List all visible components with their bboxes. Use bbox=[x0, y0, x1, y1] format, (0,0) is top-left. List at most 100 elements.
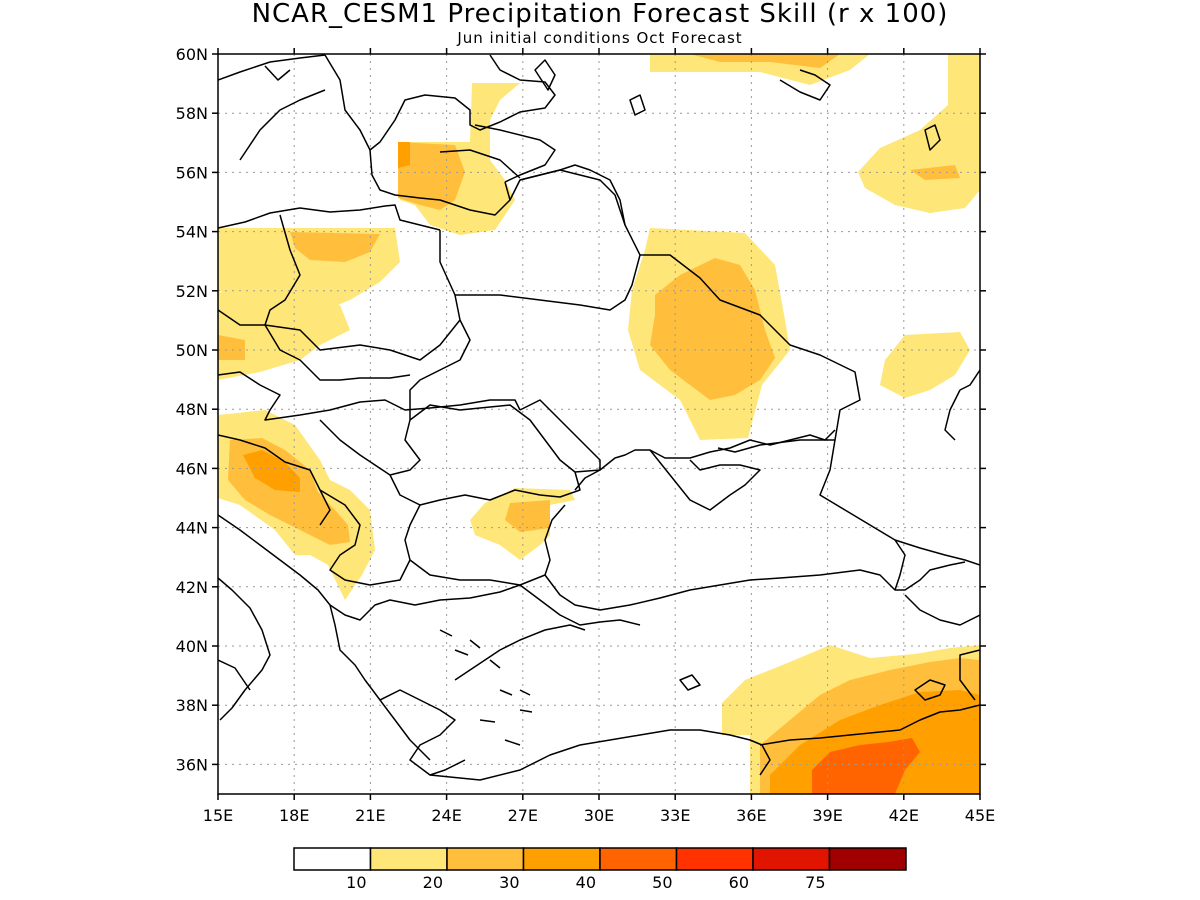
border-bulgaria bbox=[404, 504, 566, 586]
lon-tick-label: 39E bbox=[812, 806, 842, 825]
border-moldova bbox=[519, 399, 601, 473]
colorbar-swatch bbox=[599, 847, 678, 871]
coastline-adriatic bbox=[218, 514, 431, 761]
coastline-baltic-sweden bbox=[324, 54, 556, 151]
border-serbia-bosnia bbox=[319, 489, 411, 586]
lon-tick-label: 33E bbox=[660, 806, 690, 825]
colorbar-swatch bbox=[828, 847, 907, 871]
colorbar-swatch bbox=[446, 847, 525, 871]
lat-tick-label: 42N bbox=[176, 578, 208, 597]
colorbar-swatch bbox=[522, 847, 601, 871]
skill-region-russia-northeast bbox=[858, 54, 980, 213]
lat-tick-label: 54N bbox=[176, 223, 208, 242]
skill-region-poland-core bbox=[290, 232, 380, 262]
skill-region-russia-south bbox=[880, 332, 970, 398]
skill-level-40-50 bbox=[812, 738, 920, 794]
colorbar-label: 40 bbox=[576, 873, 596, 892]
coastline-rybinsk bbox=[924, 124, 941, 151]
lon-tick-label: 18E bbox=[279, 806, 309, 825]
coastline-italy bbox=[218, 577, 271, 721]
border-slovenia-croatia bbox=[218, 434, 331, 526]
lon-tick-label: 24E bbox=[431, 806, 461, 825]
coastline-lake-ladoga bbox=[534, 59, 556, 91]
skill-shading bbox=[218, 54, 980, 794]
border-albania-greece bbox=[329, 584, 521, 621]
coastline-aegean-islands bbox=[439, 629, 533, 746]
coastline-black-sea-south bbox=[544, 561, 966, 611]
border-poland-south bbox=[264, 294, 461, 361]
map-subtitle: Jun initial conditions Oct Forecast bbox=[457, 29, 743, 47]
border-belarus bbox=[439, 169, 641, 311]
lat-tick-label: 58N bbox=[176, 104, 208, 123]
border-romania bbox=[389, 404, 581, 506]
skill-region-latvia-peak bbox=[398, 142, 410, 168]
lon-tick-label: 15E bbox=[203, 806, 233, 825]
skill-region-syria-peak bbox=[812, 738, 920, 794]
lon-tick-label: 30E bbox=[584, 806, 614, 825]
colorbar-label: 30 bbox=[499, 873, 519, 892]
lon-tick-label: 42E bbox=[889, 806, 919, 825]
lat-tick-label: 52N bbox=[176, 282, 208, 301]
border-ukraine-poland-romania bbox=[409, 319, 471, 420]
lat-tick-label: 48N bbox=[176, 400, 208, 419]
coastline-black-sea-west bbox=[574, 429, 836, 491]
coastline-white-sea bbox=[779, 69, 831, 101]
coastline-baltic-south bbox=[218, 204, 441, 231]
lon-tick-label: 36E bbox=[736, 806, 766, 825]
border-latvia-estonia bbox=[439, 149, 521, 179]
border-poland-germany bbox=[264, 214, 301, 326]
coastline-turkey-south bbox=[429, 729, 771, 781]
lat-tick-label: 56N bbox=[176, 163, 208, 182]
lat-tick-label: 50N bbox=[176, 341, 208, 360]
colorbar-swatch bbox=[752, 847, 831, 871]
coastline-cyprus bbox=[679, 674, 701, 691]
skill-region-latvia-core bbox=[398, 142, 465, 210]
lat-tick-label: 46N bbox=[176, 459, 208, 478]
lat-tick-label: 44N bbox=[176, 519, 208, 538]
coastline-black-sea-east bbox=[819, 439, 906, 591]
map-title: NCAR_CESM1 Precipitation Forecast Skill … bbox=[251, 0, 949, 29]
coastline-lake-van bbox=[914, 679, 946, 701]
coastline-caspian bbox=[944, 369, 980, 441]
skill-region-ukraine-core bbox=[650, 258, 775, 400]
lat-tick-label: 40N bbox=[176, 637, 208, 656]
colorbar-label: 50 bbox=[652, 873, 672, 892]
coastline-gulf-finland bbox=[474, 124, 556, 183]
lat-tick-label: 60N bbox=[176, 45, 208, 64]
lon-tick-label: 21E bbox=[355, 806, 385, 825]
colorbar-swatch bbox=[369, 847, 448, 871]
coastline-scandinavia bbox=[218, 54, 326, 161]
skill-region-czech-core bbox=[218, 335, 245, 360]
coastline-bosporus bbox=[519, 584, 641, 626]
skill-region-romania-core bbox=[505, 500, 550, 532]
coastline-lithuania bbox=[369, 149, 511, 216]
lon-tick-label: 45E bbox=[965, 806, 995, 825]
colorbar-label: 60 bbox=[729, 873, 749, 892]
border-turkey-syria bbox=[759, 704, 980, 746]
coastline-crimea bbox=[649, 449, 761, 511]
colorbar: 10 20 30 40 50 60 75 bbox=[293, 847, 907, 892]
border-austria-hungary bbox=[218, 371, 521, 421]
border-russia-ukraine bbox=[640, 254, 861, 453]
map-gridlines bbox=[218, 54, 980, 794]
colorbar-swatch bbox=[293, 847, 372, 871]
map-axes: 36N 38N 40N 42N 44N 46N 48N 50N 52N 54N 56N 58N 60N 1… bbox=[176, 45, 996, 825]
skill-region-croatia-peak bbox=[243, 450, 300, 492]
lat-tick-label: 36N bbox=[176, 755, 208, 774]
border-czech-austria bbox=[218, 309, 411, 381]
colorbar-label: 10 bbox=[346, 873, 366, 892]
border-belarus-lithuania bbox=[509, 164, 626, 226]
border-caucasus bbox=[894, 539, 980, 701]
colorbar-label: 75 bbox=[805, 873, 825, 892]
skill-region-russia-east-core bbox=[910, 165, 960, 180]
skill-region-czech bbox=[218, 292, 350, 380]
skill-region-northern-russia-core bbox=[690, 54, 840, 68]
lat-tick-label: 38N bbox=[176, 696, 208, 715]
colorbar-label: 20 bbox=[423, 873, 443, 892]
coastline-greece bbox=[379, 624, 586, 776]
coastline-lake-onega bbox=[629, 94, 646, 116]
colorbar-swatch bbox=[675, 847, 754, 871]
map-coastlines-borders bbox=[218, 54, 980, 781]
lon-tick-label: 27E bbox=[508, 806, 538, 825]
